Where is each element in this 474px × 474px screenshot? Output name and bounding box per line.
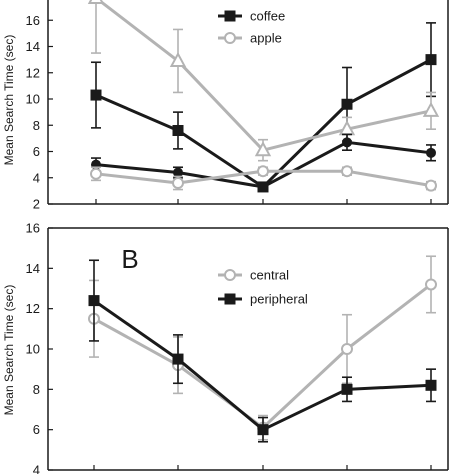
y-tick-label: 10	[26, 342, 40, 357]
data-point	[90, 167, 102, 180]
data-point	[257, 165, 269, 178]
panel-a: 2 4 6 8 10 12 14 16 18 Mean Search Time (sec) coff…	[2, 0, 449, 212]
data-point	[172, 177, 184, 189]
y-axis-label: Mean Search Time (sec)	[2, 285, 16, 416]
y-tick-label: 2	[33, 197, 40, 212]
series-1	[87, 0, 440, 162]
data-point	[422, 101, 440, 117]
legend-label: central	[250, 268, 289, 283]
data-point	[172, 353, 184, 365]
data-point	[258, 181, 268, 192]
y-tick-label: 6	[33, 144, 40, 159]
data-point	[341, 98, 353, 110]
data-point	[169, 51, 187, 67]
y-tick-label: 16	[26, 13, 40, 28]
legend-marker	[224, 269, 236, 281]
legend-marker	[224, 32, 236, 44]
data-point	[341, 383, 353, 395]
y-tick-label: 14	[26, 261, 40, 276]
y-tick-label: 14	[26, 39, 40, 54]
data-point	[425, 179, 437, 192]
data-point	[425, 278, 437, 291]
data-point	[342, 137, 352, 148]
legend-marker	[224, 10, 236, 22]
data-point	[172, 125, 184, 136]
data-point	[425, 379, 437, 391]
y-tick-label: 18	[26, 0, 40, 2]
series-3	[90, 165, 437, 192]
y-tick-label: 6	[33, 422, 40, 437]
y-tick-label: 4	[33, 170, 40, 185]
data-point	[87, 0, 105, 4]
panel-b: 4 6 8 10 12 14 16 Mean Search Time (sec) Bcentra…	[2, 221, 449, 474]
y-tick-label: 4	[33, 463, 40, 474]
y-tick-label: 10	[26, 92, 40, 107]
panel-letter: B	[121, 244, 138, 274]
series-line	[93, 299, 432, 432]
y-tick-label: 12	[26, 65, 40, 80]
data-point	[173, 167, 183, 178]
legend-label: peripheral	[250, 292, 308, 307]
series-1	[88, 259, 437, 443]
data-point	[341, 165, 353, 178]
y-tick-label: 16	[26, 221, 40, 236]
y-tick-label: 12	[26, 301, 40, 316]
data-point	[425, 54, 437, 66]
data-point	[341, 343, 353, 355]
data-point	[426, 147, 436, 158]
data-point	[254, 141, 272, 157]
y-tick-label: 8	[33, 118, 40, 133]
y-axis-label: Mean Search Time (sec)	[2, 35, 16, 166]
data-point	[257, 424, 269, 436]
legend-marker	[224, 293, 236, 305]
legend-label: coffee	[250, 9, 285, 24]
data-point	[88, 295, 100, 307]
series-0	[88, 255, 437, 441]
data-point	[90, 89, 102, 101]
legend-label: apple	[250, 31, 282, 46]
y-tick-label: 8	[33, 382, 40, 397]
